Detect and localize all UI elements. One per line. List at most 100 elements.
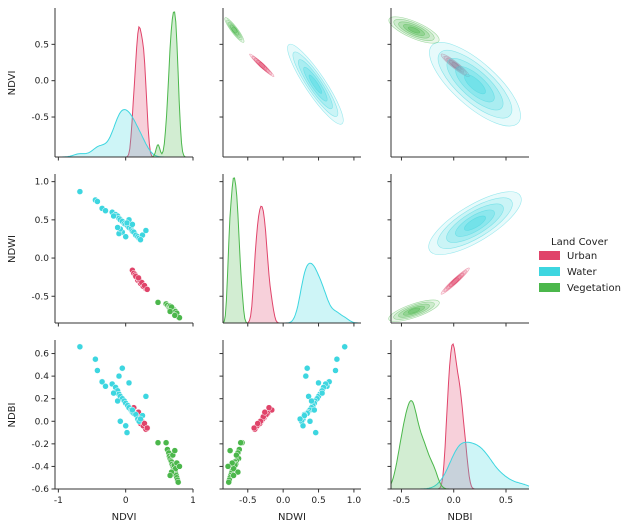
density-level-water-1 [437, 197, 513, 249]
scatter-point-vegetation-24 [166, 308, 174, 315]
x-tick-label-ndvi: 1 [190, 496, 196, 506]
density-level-urban-0 [440, 267, 470, 295]
legend-label-vegetation: Vegetation [567, 283, 621, 294]
panel-ndbi-vs-ndbi: -0.5 0.0 0.5 [387, 340, 530, 506]
x-axis-label-ndvi: NDVI [112, 512, 137, 523]
density-level-water-3 [303, 66, 328, 102]
legend-label-water: Water [567, 267, 597, 278]
density-level-urban-4 [258, 62, 266, 69]
y-axis-label-ndbi: NDBI [7, 403, 18, 428]
density-level-water-4 [464, 74, 486, 95]
pairplot-panels: 0.50.0-0.51.00.50.0-0.5-1 0 10.60.40.20.0-… [31, 8, 530, 506]
scatter-point-water-24 [125, 379, 133, 387]
y-tick-label-ndbi: -0.4 [31, 462, 49, 472]
density-level-water-1 [437, 50, 513, 119]
x-tick-label-ndvi: -1 [54, 496, 63, 506]
kde-fill-vegetation-ndbi [391, 400, 529, 489]
x-axis-label-ndwi: NDWI [278, 512, 306, 523]
y-tick-label-ndbi: -0.2 [31, 440, 49, 450]
kde-fill-water-ndwi [223, 263, 361, 323]
scatter-point-vegetation-25 [171, 447, 179, 454]
scatter-point-urban-19 [135, 274, 142, 282]
kde-fill-vegetation-ndwi [223, 178, 361, 323]
panel-ndvi-vs-ndbi [387, 8, 529, 161]
density-level-vegetation-4 [407, 26, 421, 34]
scatter-point-vegetation-21 [228, 459, 236, 467]
scatter-point-water-23 [115, 372, 123, 380]
scatter-point-water-32 [129, 406, 136, 414]
legend: Land Cover Urban Water Vegetation [539, 237, 621, 294]
scatter-point-water-1 [333, 355, 341, 363]
legend-title: Land Cover [551, 237, 609, 248]
scatter-point-vegetation-22 [234, 468, 242, 476]
scatter-point-water-23 [302, 372, 310, 380]
scatter-point-water-27 [123, 429, 131, 436]
density-level-water-0 [287, 43, 344, 125]
density-level-urban-0 [440, 53, 470, 77]
scatter-point-water-31 [114, 397, 121, 405]
scatter-point-water-32 [129, 221, 136, 228]
scatter-point-water-28 [110, 389, 117, 397]
y-tick-label-ndvi: -0.5 [31, 113, 49, 123]
scatter-point-water-31 [308, 397, 315, 405]
scatter-point-water-25 [122, 422, 129, 430]
scatter-point-water-27 [312, 429, 319, 436]
scatter-point-water-22 [119, 364, 126, 372]
axis-labels: NDVI NDWI NDBI NDVI NDWI NDBI [7, 71, 473, 523]
y-tick-label-ndbi: 0.4 [35, 372, 50, 382]
scatter-point-vegetation-0 [154, 299, 162, 306]
y-tick-label-ndvi: 0.5 [35, 40, 49, 50]
scatter-point-water-25 [122, 233, 129, 240]
scatter-point-water-28 [110, 212, 117, 220]
scatter-point-water-2 [94, 198, 101, 205]
x-tick-label-ndwi: -0.5 [239, 496, 257, 506]
density-level-vegetation-2 [398, 303, 430, 318]
scatter-point-vegetation-23 [176, 463, 183, 470]
scatter-point-urban-18 [143, 286, 151, 293]
panel-ndvi-vs-ndvi: 0.5 0.0 -0.5 [31, 8, 194, 161]
x-tick-label-ndwi: 0.0 [276, 496, 291, 506]
y-tick-label-ndwi: 0.5 [35, 216, 49, 226]
scatter-point-urban-18 [143, 424, 151, 432]
x-tick-label-ndbi: -0.5 [393, 496, 411, 506]
scatter-point-water-32 [311, 406, 318, 414]
density-level-water-4 [464, 215, 486, 231]
kde-line-vegetation-ndwi [222, 177, 361, 324]
scatter-point-water-25 [299, 422, 307, 430]
scatter-point-water-30 [137, 236, 144, 243]
scatter-point-vegetation-17 [174, 478, 182, 486]
panel-ndwi-vs-ndbi [387, 174, 529, 327]
x-tick-label-ndwi: 0.5 [311, 496, 325, 506]
y-axis-label-ndvi: NDVI [7, 71, 18, 96]
scatter-point-vegetation-17 [225, 478, 232, 486]
density-level-water-2 [446, 58, 504, 111]
density-level-water-0 [429, 42, 521, 127]
kde-fill-water-ndbi [391, 442, 529, 489]
density-level-urban-4 [451, 277, 460, 285]
y-tick-label-ndvi: 0.0 [35, 77, 50, 87]
legend-swatch-water [539, 267, 560, 276]
panel-ndwi-vs-ndwi [219, 174, 361, 327]
scatter-point-water-0 [76, 188, 84, 195]
scatter-point-urban-18 [250, 424, 258, 432]
scatter-point-water-0 [341, 343, 348, 351]
scatter-point-vegetation-0 [154, 439, 162, 446]
scatter-point-water-4 [102, 207, 109, 214]
panel-ndwi-vs-ndvi: 1.0 0.5 0.0 -0.5 [31, 174, 194, 327]
legend-swatch-urban [539, 251, 560, 260]
scatter-point-water-30 [296, 415, 304, 423]
scatter-point-water-29 [305, 393, 312, 400]
scatter-point-vegetation-25 [226, 447, 234, 454]
x-tick-label-ndwi: 1.0 [347, 496, 362, 506]
scatter-point-vegetation-23 [224, 463, 232, 470]
y-tick-label-ndbi: 0.0 [35, 417, 50, 427]
x-axis-label-ndbi: NDBI [448, 512, 473, 523]
scatter-point-water-21 [301, 412, 308, 419]
scatter-point-water-24 [315, 379, 322, 387]
scatter-point-vegetation-1 [237, 439, 244, 446]
y-tick-label-ndwi: -0.5 [31, 292, 49, 302]
scatter-point-water-30 [137, 415, 144, 423]
scatter-point-vegetation-25 [171, 312, 179, 319]
x-tick-label-ndvi: 0 [123, 496, 129, 506]
